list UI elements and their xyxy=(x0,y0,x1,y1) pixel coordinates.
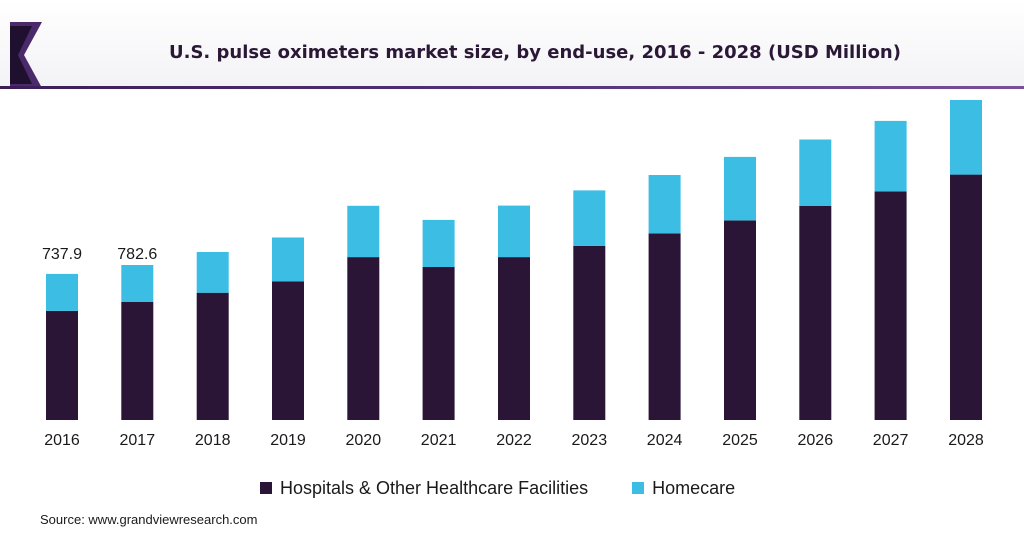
x-tick-label-2027: 2027 xyxy=(873,432,909,449)
bar-homecare-2022 xyxy=(498,205,530,258)
data-label-2017: 782.6 xyxy=(117,246,157,263)
x-tick-label-2023: 2023 xyxy=(572,432,608,449)
data-label-2016: 737.9 xyxy=(42,246,82,263)
x-tick-label-2024: 2024 xyxy=(647,432,683,449)
bar-homecare-2021 xyxy=(422,219,455,267)
x-tick-label-2016: 2016 xyxy=(44,432,80,449)
x-tick-label-2020: 2020 xyxy=(346,432,382,449)
bar-homecare-2020 xyxy=(347,205,380,258)
chart-legend: Hospitals & Other Healthcare Facilities … xyxy=(260,477,779,499)
bar-hospitals-2024 xyxy=(648,233,681,420)
bar-hospitals-2028 xyxy=(950,174,982,420)
x-tick-label-2028: 2028 xyxy=(948,432,984,449)
bar-homecare-2026 xyxy=(799,139,832,206)
bar-hospitals-2026 xyxy=(799,206,832,420)
bar-hospitals-2023 xyxy=(573,245,606,420)
legend-item-hospitals: Hospitals & Other Healthcare Facilities xyxy=(260,478,588,499)
x-tick-label-2022: 2022 xyxy=(496,432,532,449)
legend-swatch-homecare xyxy=(632,482,645,494)
bar-homecare-2027 xyxy=(874,120,907,192)
header-divider xyxy=(0,86,1024,89)
bar-homecare-2019 xyxy=(272,237,304,282)
bar-hospitals-2017 xyxy=(121,302,154,420)
legend-label-hospitals: Hospitals & Other Healthcare Facilities xyxy=(280,477,589,498)
legend-label-homecare: Homecare xyxy=(652,477,736,498)
bar-homecare-2016 xyxy=(46,273,78,311)
bar-hospitals-2021 xyxy=(422,267,455,420)
bar-hospitals-2025 xyxy=(724,220,756,420)
x-tick-label-2025: 2025 xyxy=(722,432,758,449)
legend-item-homecare: Homecare xyxy=(632,478,735,499)
bar-hospitals-2018 xyxy=(196,292,229,420)
bar-homecare-2018 xyxy=(196,252,229,293)
x-tick-label-2018: 2018 xyxy=(195,432,231,449)
x-tick-label-2026: 2026 xyxy=(798,432,834,449)
bar-hospitals-2019 xyxy=(272,281,304,420)
bar-homecare-2028 xyxy=(950,100,982,175)
x-tick-label-2017: 2017 xyxy=(120,432,156,449)
bar-homecare-2017 xyxy=(121,265,154,302)
stacked-bar-chart: 2016 2017 2018 2019 2020 2021 2022 2023 2024 2025… xyxy=(42,100,984,449)
x-tick-label-2021: 2021 xyxy=(421,432,457,449)
header-band xyxy=(0,0,1024,86)
brand-logo xyxy=(10,22,42,88)
bar-hospitals-2027 xyxy=(874,191,907,420)
legend-swatch-hospitals xyxy=(260,482,272,494)
chart-title: U.S. pulse oximeters market size, by end… xyxy=(169,42,901,63)
source-note: Source: www.grandviewresearch.com xyxy=(40,512,258,527)
bar-hospitals-2020 xyxy=(347,257,380,420)
bar-homecare-2023 xyxy=(573,190,606,246)
bar-hospitals-2016 xyxy=(46,310,78,420)
bar-homecare-2024 xyxy=(648,175,681,234)
bar-hospitals-2022 xyxy=(498,257,530,420)
bar-homecare-2025 xyxy=(724,156,756,221)
x-tick-label-2019: 2019 xyxy=(270,432,306,449)
